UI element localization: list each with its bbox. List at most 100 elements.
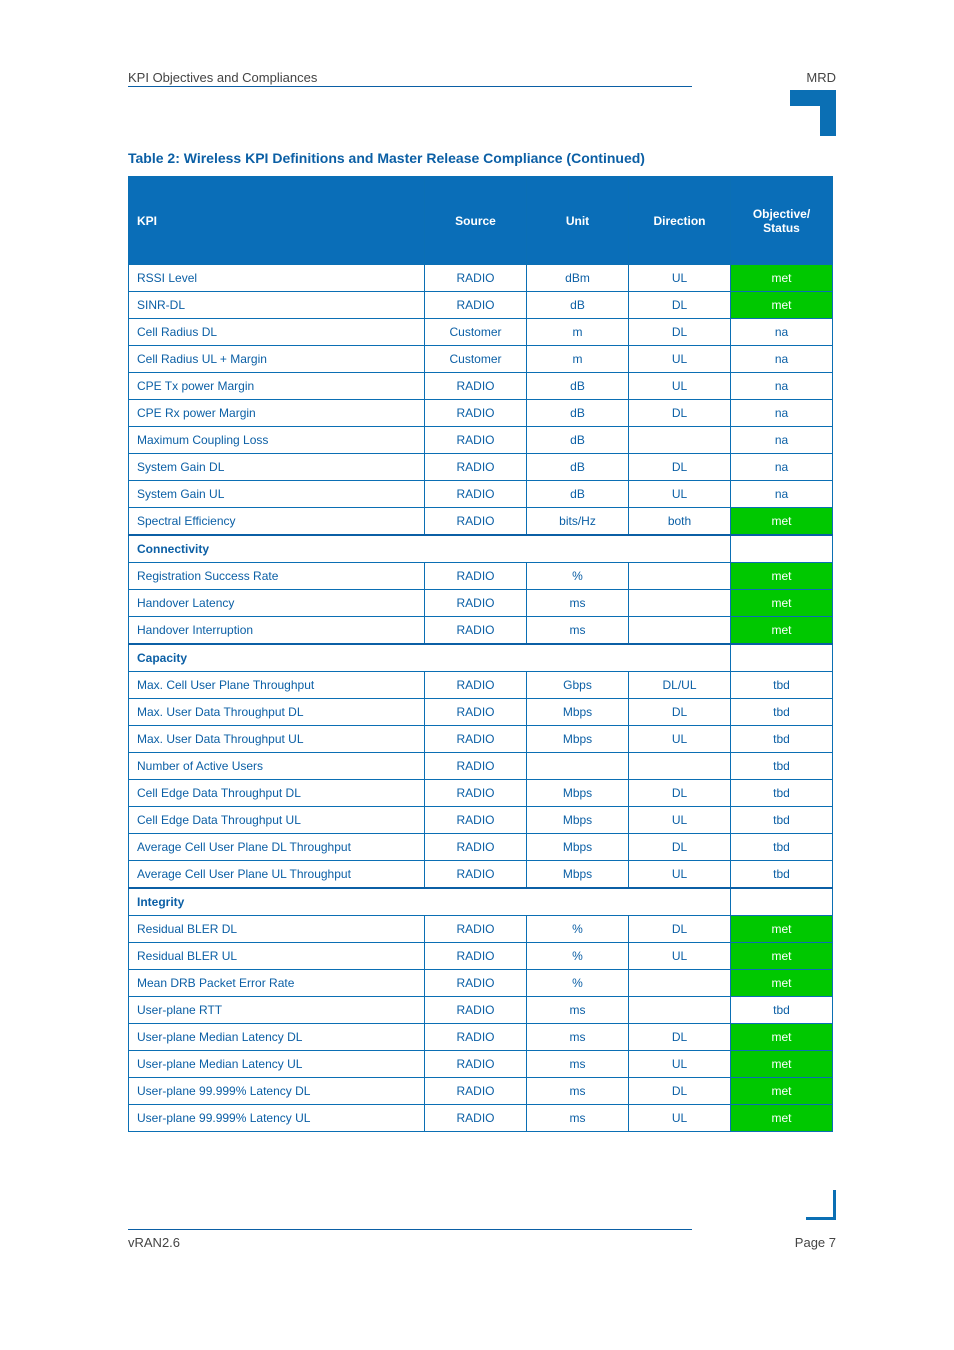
kpi-cell: Cell Edge Data Throughput DL xyxy=(129,780,425,807)
kpi-cell: Average Cell User Plane DL Throughput xyxy=(129,834,425,861)
direction-cell: DL xyxy=(629,319,731,346)
table-row: Integrity xyxy=(129,888,833,916)
table-row: Max. User Data Throughput DLRADIOMbpsDLt… xyxy=(129,699,833,726)
direction-cell xyxy=(629,753,731,780)
col-header-unit: Unit xyxy=(527,177,629,265)
kpi-cell: Residual BLER DL xyxy=(129,916,425,943)
direction-cell: DL xyxy=(629,400,731,427)
unit-cell: % xyxy=(527,563,629,590)
table-row: System Gain DLRADIOdBDLna xyxy=(129,454,833,481)
corner-bottom-right-icon xyxy=(806,1190,836,1220)
table-row: User-plane RTTRADIOmstbd xyxy=(129,997,833,1024)
status-cell: na xyxy=(731,346,833,373)
source-cell: RADIO xyxy=(425,970,527,997)
kpi-cell: Cell Edge Data Throughput UL xyxy=(129,807,425,834)
status-cell: na xyxy=(731,454,833,481)
group-header-cell: Capacity xyxy=(129,644,731,672)
status-cell xyxy=(731,644,833,672)
status-cell: met xyxy=(731,590,833,617)
unit-cell: ms xyxy=(527,590,629,617)
kpi-cell: System Gain DL xyxy=(129,454,425,481)
source-cell: RADIO xyxy=(425,590,527,617)
unit-cell: Mbps xyxy=(527,807,629,834)
status-cell: met xyxy=(731,943,833,970)
table-row: Max. Cell User Plane ThroughputRADIOGbps… xyxy=(129,672,833,699)
table-caption: Table 2: Wireless KPI Definitions and Ma… xyxy=(128,150,645,166)
kpi-cell: User-plane Median Latency UL xyxy=(129,1051,425,1078)
source-cell: Customer xyxy=(425,346,527,373)
direction-cell xyxy=(629,563,731,590)
source-cell: RADIO xyxy=(425,726,527,753)
source-cell: RADIO xyxy=(425,400,527,427)
status-cell: na xyxy=(731,427,833,454)
unit-cell xyxy=(527,753,629,780)
source-cell: RADIO xyxy=(425,265,527,292)
direction-cell xyxy=(629,997,731,1024)
table-row: User-plane 99.999% Latency DLRADIOmsDLme… xyxy=(129,1078,833,1105)
table-header: KPI Source Unit Direction Objective/ Sta… xyxy=(129,177,833,265)
unit-cell: dBm xyxy=(527,265,629,292)
header-title-right: MRD xyxy=(806,70,836,85)
table-row: Capacity xyxy=(129,644,833,672)
table-row: User-plane 99.999% Latency ULRADIOmsULme… xyxy=(129,1105,833,1132)
unit-cell: Mbps xyxy=(527,861,629,889)
kpi-cell: Handover Latency xyxy=(129,590,425,617)
direction-cell: UL xyxy=(629,726,731,753)
direction-cell: UL xyxy=(629,943,731,970)
direction-cell xyxy=(629,970,731,997)
direction-cell: both xyxy=(629,508,731,536)
direction-cell: DL xyxy=(629,699,731,726)
col-header-source: Source xyxy=(425,177,527,265)
direction-cell: DL xyxy=(629,916,731,943)
source-cell: RADIO xyxy=(425,699,527,726)
status-cell: tbd xyxy=(731,997,833,1024)
status-cell: met xyxy=(731,1105,833,1132)
source-cell: RADIO xyxy=(425,508,527,536)
status-cell: met xyxy=(731,1024,833,1051)
table-row: Cell Edge Data Throughput DLRADIOMbpsDLt… xyxy=(129,780,833,807)
kpi-cell: Average Cell User Plane UL Throughput xyxy=(129,861,425,889)
unit-cell: % xyxy=(527,970,629,997)
kpi-cell: Handover Interruption xyxy=(129,617,425,645)
status-cell: met xyxy=(731,563,833,590)
source-cell: Customer xyxy=(425,319,527,346)
direction-cell: DL xyxy=(629,780,731,807)
kpi-cell: Registration Success Rate xyxy=(129,563,425,590)
col-header-kpi: KPI xyxy=(129,177,425,265)
unit-cell: Mbps xyxy=(527,699,629,726)
direction-cell: UL xyxy=(629,265,731,292)
direction-cell: UL xyxy=(629,807,731,834)
unit-cell: m xyxy=(527,346,629,373)
direction-cell xyxy=(629,590,731,617)
kpi-cell: Max. Cell User Plane Throughput xyxy=(129,672,425,699)
kpi-cell: System Gain UL xyxy=(129,481,425,508)
unit-cell: m xyxy=(527,319,629,346)
direction-cell: UL xyxy=(629,373,731,400)
table-row: Cell Radius DLCustomermDLna xyxy=(129,319,833,346)
unit-cell: dB xyxy=(527,454,629,481)
group-header-cell: Connectivity xyxy=(129,535,731,563)
kpi-cell: SINR-DL xyxy=(129,292,425,319)
table-row: Average Cell User Plane DL ThroughputRAD… xyxy=(129,834,833,861)
unit-cell: Mbps xyxy=(527,726,629,753)
table-row: Cell Edge Data Throughput ULRADIOMbpsULt… xyxy=(129,807,833,834)
source-cell: RADIO xyxy=(425,916,527,943)
kpi-cell: CPE Rx power Margin xyxy=(129,400,425,427)
table-row: Average Cell User Plane UL ThroughputRAD… xyxy=(129,861,833,889)
table-row: Handover LatencyRADIOms met xyxy=(129,590,833,617)
unit-cell: ms xyxy=(527,1105,629,1132)
direction-cell: UL xyxy=(629,346,731,373)
unit-cell: % xyxy=(527,916,629,943)
table-row: Number of Active UsersRADIOtbd xyxy=(129,753,833,780)
direction-cell: UL xyxy=(629,861,731,889)
kpi-cell: User-plane RTT xyxy=(129,997,425,1024)
kpi-cell: Mean DRB Packet Error Rate xyxy=(129,970,425,997)
source-cell: RADIO xyxy=(425,780,527,807)
source-cell: RADIO xyxy=(425,1024,527,1051)
status-cell: na xyxy=(731,319,833,346)
header-title-left: KPI Objectives and Compliances xyxy=(128,70,317,85)
unit-cell: dB xyxy=(527,400,629,427)
table-row: CPE Rx power MarginRADIOdBDLna xyxy=(129,400,833,427)
page-root: KPI Objectives and Compliances MRD Table… xyxy=(0,0,954,1350)
unit-cell: ms xyxy=(527,1051,629,1078)
